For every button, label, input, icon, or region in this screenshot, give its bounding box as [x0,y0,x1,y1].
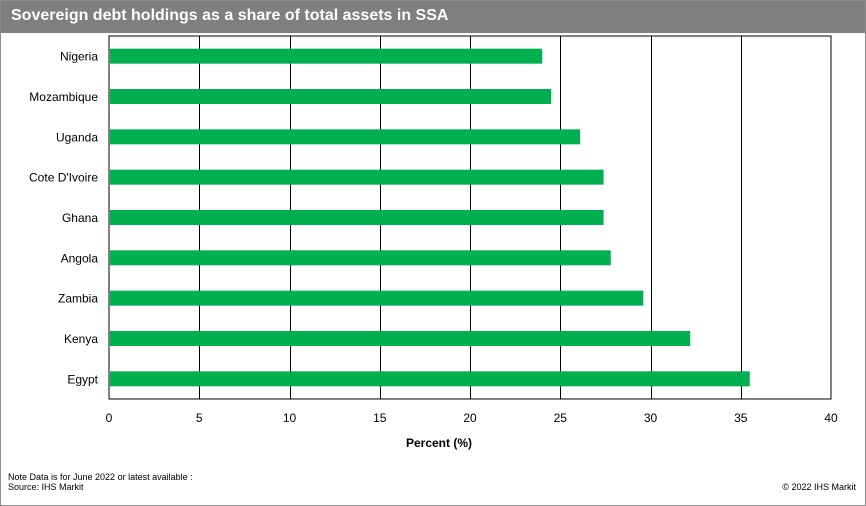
category-label: Nigeria [60,50,98,64]
x-tick-label: 20 [463,411,477,425]
bar-egypt [110,371,750,387]
title-bar: Sovereign debt holdings as a share of to… [1,1,865,33]
x-tick-label: 15 [373,411,387,425]
x-axis-title: Percent (%) [406,436,472,450]
x-tick-label: 5 [196,411,203,425]
plot-area [108,35,832,400]
category-label: Kenya [64,332,98,346]
copyright: © 2022 IHS Markit [782,482,856,492]
x-tick-label: 40 [824,411,838,425]
x-tick-label: 10 [283,411,297,425]
x-tick-label: 30 [644,411,658,425]
bar-angola [110,250,611,266]
bar-cote-d-ivoire [110,169,604,185]
bars [110,48,750,387]
footnote-note: Note Data is for June 2022 or latest ava… [8,472,193,482]
x-tick-labels: 0 5 10 15 20 25 30 35 40 [106,411,838,425]
category-label: Ghana [62,211,98,225]
category-label: Cote D'Ivoire [29,171,98,185]
category-label: Uganda [56,130,98,144]
bar-zambia [110,290,644,306]
x-tick-label: 35 [734,411,748,425]
category-label: Mozambique [29,90,98,104]
bar-nigeria [110,48,543,64]
footnote-source: Source: IHS Markit [8,482,84,492]
category-label: Egypt [67,372,98,386]
x-tick-label: 0 [106,411,113,425]
category-label: Angola [61,251,99,265]
category-label: Zambia [58,292,98,306]
category-labels: Nigeria Mozambique Uganda Cote D'Ivoire Ghan… [29,50,99,387]
bar-kenya [110,331,691,346]
chart-title: Sovereign debt holdings as a share of to… [11,7,449,24]
bar-mozambique [110,89,552,104]
bar-ghana [110,210,604,225]
bar-uganda [110,129,581,145]
x-tick-label: 25 [554,411,568,425]
